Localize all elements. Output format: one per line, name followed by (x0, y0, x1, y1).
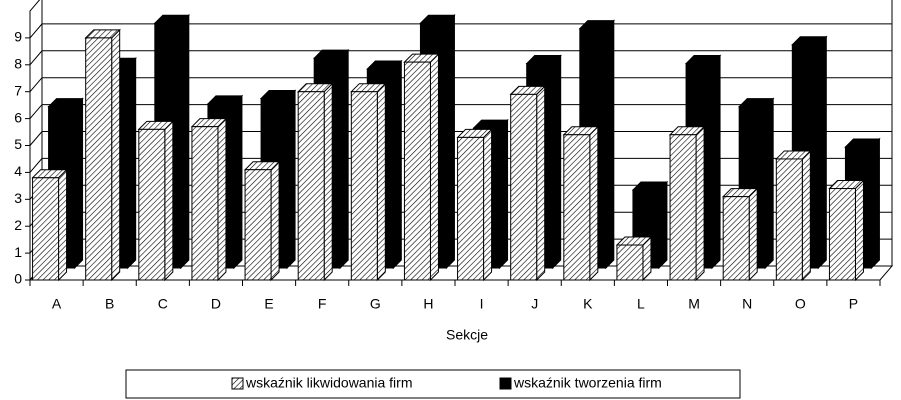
bar (297, 91, 325, 281)
y-tick-label: 7 (14, 82, 22, 98)
bar-side (111, 28, 121, 282)
y-tick-label: 3 (14, 190, 22, 206)
y-tick-label: 9 (14, 29, 22, 45)
bar-side (180, 14, 190, 270)
y-tick-label: 5 (14, 136, 22, 152)
bar (722, 196, 750, 281)
bar-side (711, 54, 721, 270)
y-tick-label: 0 (14, 271, 22, 287)
bar-side (323, 82, 333, 282)
bar-side (286, 89, 296, 270)
bar-side (589, 125, 599, 282)
legend-label: wskaźnik likwidowania firm (245, 375, 413, 391)
bar (510, 93, 538, 281)
bar-side (429, 52, 439, 282)
bar-side (233, 94, 243, 270)
bar-side (376, 82, 386, 282)
legend-label: wskaźnik tworzenia firm (513, 375, 662, 391)
bar-side (58, 168, 68, 282)
bar (191, 126, 219, 281)
bar (828, 188, 856, 281)
bar-side (552, 54, 562, 270)
x-tick-label: J (531, 296, 538, 312)
bar-side (270, 160, 280, 282)
y-tick-label: 8 (14, 56, 22, 72)
x-tick-label: P (849, 296, 858, 312)
x-tick-label: D (211, 296, 221, 312)
bar-side (854, 179, 864, 282)
x-tick-label: O (795, 296, 806, 312)
bar-side (695, 125, 705, 282)
legend (125, 369, 741, 399)
bar-side (483, 128, 493, 282)
legend-swatch (499, 377, 512, 390)
bar-side (445, 14, 455, 270)
bar (350, 91, 378, 281)
x-tick-label: I (480, 296, 484, 312)
y-tick-label: 6 (14, 109, 22, 125)
bar (85, 37, 113, 281)
bar-side (217, 117, 227, 282)
bar-side (870, 137, 880, 270)
bar-side (127, 57, 137, 270)
x-tick-label: A (52, 296, 62, 312)
x-tick-label: E (264, 296, 273, 312)
bar-side (817, 35, 827, 270)
bar (138, 128, 166, 281)
legend-swatch (231, 377, 244, 390)
bar-side (392, 59, 402, 270)
x-tick-label: G (370, 296, 381, 312)
bar-side (74, 97, 84, 270)
x-tick-label: H (423, 296, 433, 312)
x-tick-label: N (742, 296, 752, 312)
x-tick-label: L (637, 296, 645, 312)
bar (775, 158, 803, 281)
y-tick-label: 1 (14, 244, 22, 260)
bar-side (658, 180, 668, 270)
x-tick-label: B (105, 296, 114, 312)
bar-side (536, 85, 546, 282)
x-tick-label: M (688, 296, 700, 312)
x-axis-label: Sekcje (446, 327, 488, 343)
bar-side (764, 97, 774, 270)
bar (669, 134, 697, 281)
x-tick-label: K (583, 296, 593, 312)
bar (457, 136, 485, 281)
x-tick-label: F (318, 296, 327, 312)
bar (244, 169, 272, 281)
bar (616, 244, 644, 281)
bar-side (339, 48, 349, 270)
bar-side (605, 19, 615, 270)
bar-side (748, 187, 758, 282)
bar (32, 177, 60, 281)
y-tick-label: 4 (14, 163, 22, 179)
x-tick-label: C (158, 296, 168, 312)
bar (563, 134, 591, 281)
y-tick-label: 2 (14, 217, 22, 233)
bar (403, 61, 431, 281)
bar-side (801, 149, 811, 282)
bar-side (164, 120, 174, 282)
bar-side (499, 118, 509, 270)
